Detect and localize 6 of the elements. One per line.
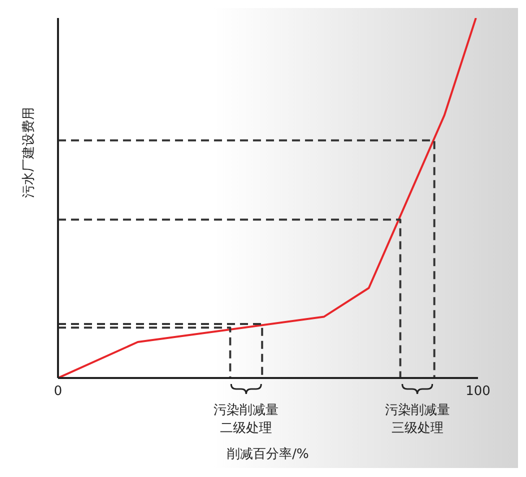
x-tick-label: 0 [54,384,62,400]
x-axis-title: 削减百分率/% [227,446,309,462]
y-axis-title: 污水厂建设费用 [22,107,37,198]
text: 污染削减量三级处理 [384,403,450,436]
x-tick-label: 100 [466,384,490,400]
text: 污染削减量二级处理 [214,403,279,436]
